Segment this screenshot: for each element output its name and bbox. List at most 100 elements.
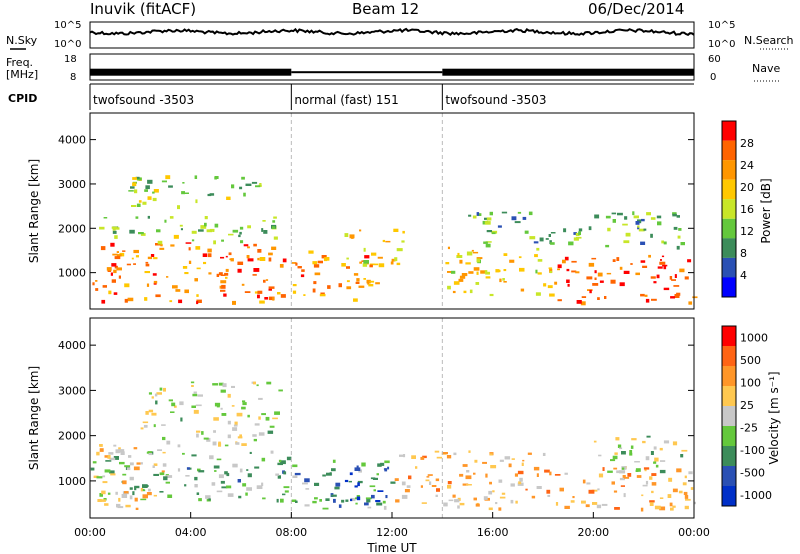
- scatter-cell: [344, 233, 349, 237]
- scatter-cell: [520, 288, 525, 292]
- scatter-cell: [220, 280, 227, 284]
- scatter-cell: [197, 468, 201, 472]
- scatter-cell: [452, 494, 456, 498]
- scatter-cell: [688, 301, 693, 305]
- scatter-cell: [134, 497, 138, 502]
- scatter-cell: [472, 251, 479, 254]
- scatter-cell: [111, 226, 118, 229]
- scatter-cell: [227, 393, 231, 398]
- scatter-cell: [527, 452, 532, 455]
- scatter-cell: [557, 268, 560, 271]
- scatter-cell: [575, 232, 580, 237]
- scatter-cell: [153, 280, 158, 284]
- scatter-cell: [623, 270, 630, 274]
- scatter-cell: [166, 440, 171, 445]
- scatter-cell: [375, 500, 381, 503]
- scatter-cell: [196, 492, 200, 495]
- colorbar-swatch: [722, 466, 736, 486]
- scatter-cell: [161, 470, 165, 473]
- colorbar-tick-label: -1000: [740, 489, 772, 502]
- scatter-cell: [301, 269, 305, 272]
- scatter-cell: [469, 289, 473, 294]
- scatter-cell: [180, 228, 183, 231]
- scatter-cell: [112, 253, 118, 256]
- scatter-cell: [257, 290, 263, 294]
- scatter-cell: [350, 497, 356, 502]
- scatter-cell: [368, 284, 374, 287]
- scatter-cell: [649, 502, 654, 506]
- scatter-cell: [195, 404, 202, 407]
- scatter-cell: [295, 262, 298, 266]
- scatter-cell: [182, 452, 185, 455]
- scatter-cell: [136, 462, 141, 465]
- scatter-cell: [630, 445, 634, 449]
- scatter-cell: [420, 485, 423, 488]
- scatter-cell: [670, 507, 674, 511]
- scatter-cell: [261, 457, 266, 462]
- scatter-cell: [133, 263, 136, 265]
- scatter-cell: [465, 475, 472, 480]
- scatter-cell: [649, 500, 655, 503]
- scatter-cell: [263, 230, 268, 234]
- scatter-cell: [431, 485, 437, 487]
- scatter-cell: [550, 242, 555, 245]
- cpid-segment-label: twofsound -3503: [93, 93, 194, 107]
- scatter-cell: [213, 240, 216, 245]
- scatter-cell: [302, 482, 308, 485]
- scatter-cell: [585, 504, 590, 508]
- scatter-cell: [319, 294, 326, 297]
- scatter-cell: [207, 248, 212, 253]
- scatter-cell: [261, 482, 264, 486]
- scatter-cell: [429, 481, 432, 485]
- scatter-cell: [425, 479, 430, 482]
- scatter-cell: [650, 217, 656, 220]
- scatter-cell: [443, 502, 448, 507]
- scatter-cell: [549, 293, 555, 297]
- scatter-cell: [211, 482, 216, 486]
- scatter-cell: [598, 473, 604, 478]
- scatter-cell: [153, 189, 159, 193]
- scatter-cell: [109, 457, 116, 461]
- scatter-cell: [573, 232, 577, 235]
- scatter-cell: [650, 276, 656, 279]
- scatter-cell: [218, 474, 224, 479]
- scatter-cell: [198, 470, 205, 473]
- scatter-cell: [172, 285, 178, 289]
- x-tick-label: 12:00: [376, 526, 408, 539]
- scatter-cell: [239, 434, 242, 438]
- scatter-cell: [465, 262, 471, 265]
- scatter-cell: [489, 293, 494, 297]
- scatter-cell: [140, 462, 143, 465]
- scatter-cell: [669, 276, 673, 280]
- scatter-cell: [366, 499, 371, 503]
- scatter-cell: [223, 293, 227, 297]
- scatter-cell: [651, 490, 654, 494]
- scatter-cell: [549, 240, 552, 245]
- scatter-cell: [485, 473, 488, 478]
- scatter-cell: [190, 381, 195, 384]
- scatter-cell: [271, 246, 277, 250]
- velocity-heatmap-cells: [90, 381, 696, 512]
- scatter-cell: [235, 442, 240, 445]
- scatter-cell: [615, 437, 620, 441]
- scatter-cell: [385, 240, 391, 243]
- scatter-cell: [484, 270, 488, 274]
- y-tick-label: 1000: [58, 475, 86, 488]
- scatter-cell: [674, 294, 680, 298]
- scatter-cell: [655, 464, 659, 468]
- scatter-cell: [247, 414, 250, 418]
- colorbar-swatch: [722, 140, 736, 161]
- scatter-cell: [97, 499, 102, 502]
- scatter-cell: [640, 241, 646, 245]
- scatter-cell: [643, 228, 647, 231]
- scatter-cell: [259, 300, 265, 304]
- scatter-cell: [157, 449, 162, 451]
- scatter-cell: [326, 472, 332, 476]
- power-heatmap-cells: [92, 175, 698, 306]
- scatter-cell: [363, 278, 366, 280]
- scatter-cell: [678, 228, 682, 231]
- freq-panel-frame: [89, 53, 695, 81]
- scatter-cell: [241, 406, 246, 410]
- scatter-cell: [635, 469, 639, 472]
